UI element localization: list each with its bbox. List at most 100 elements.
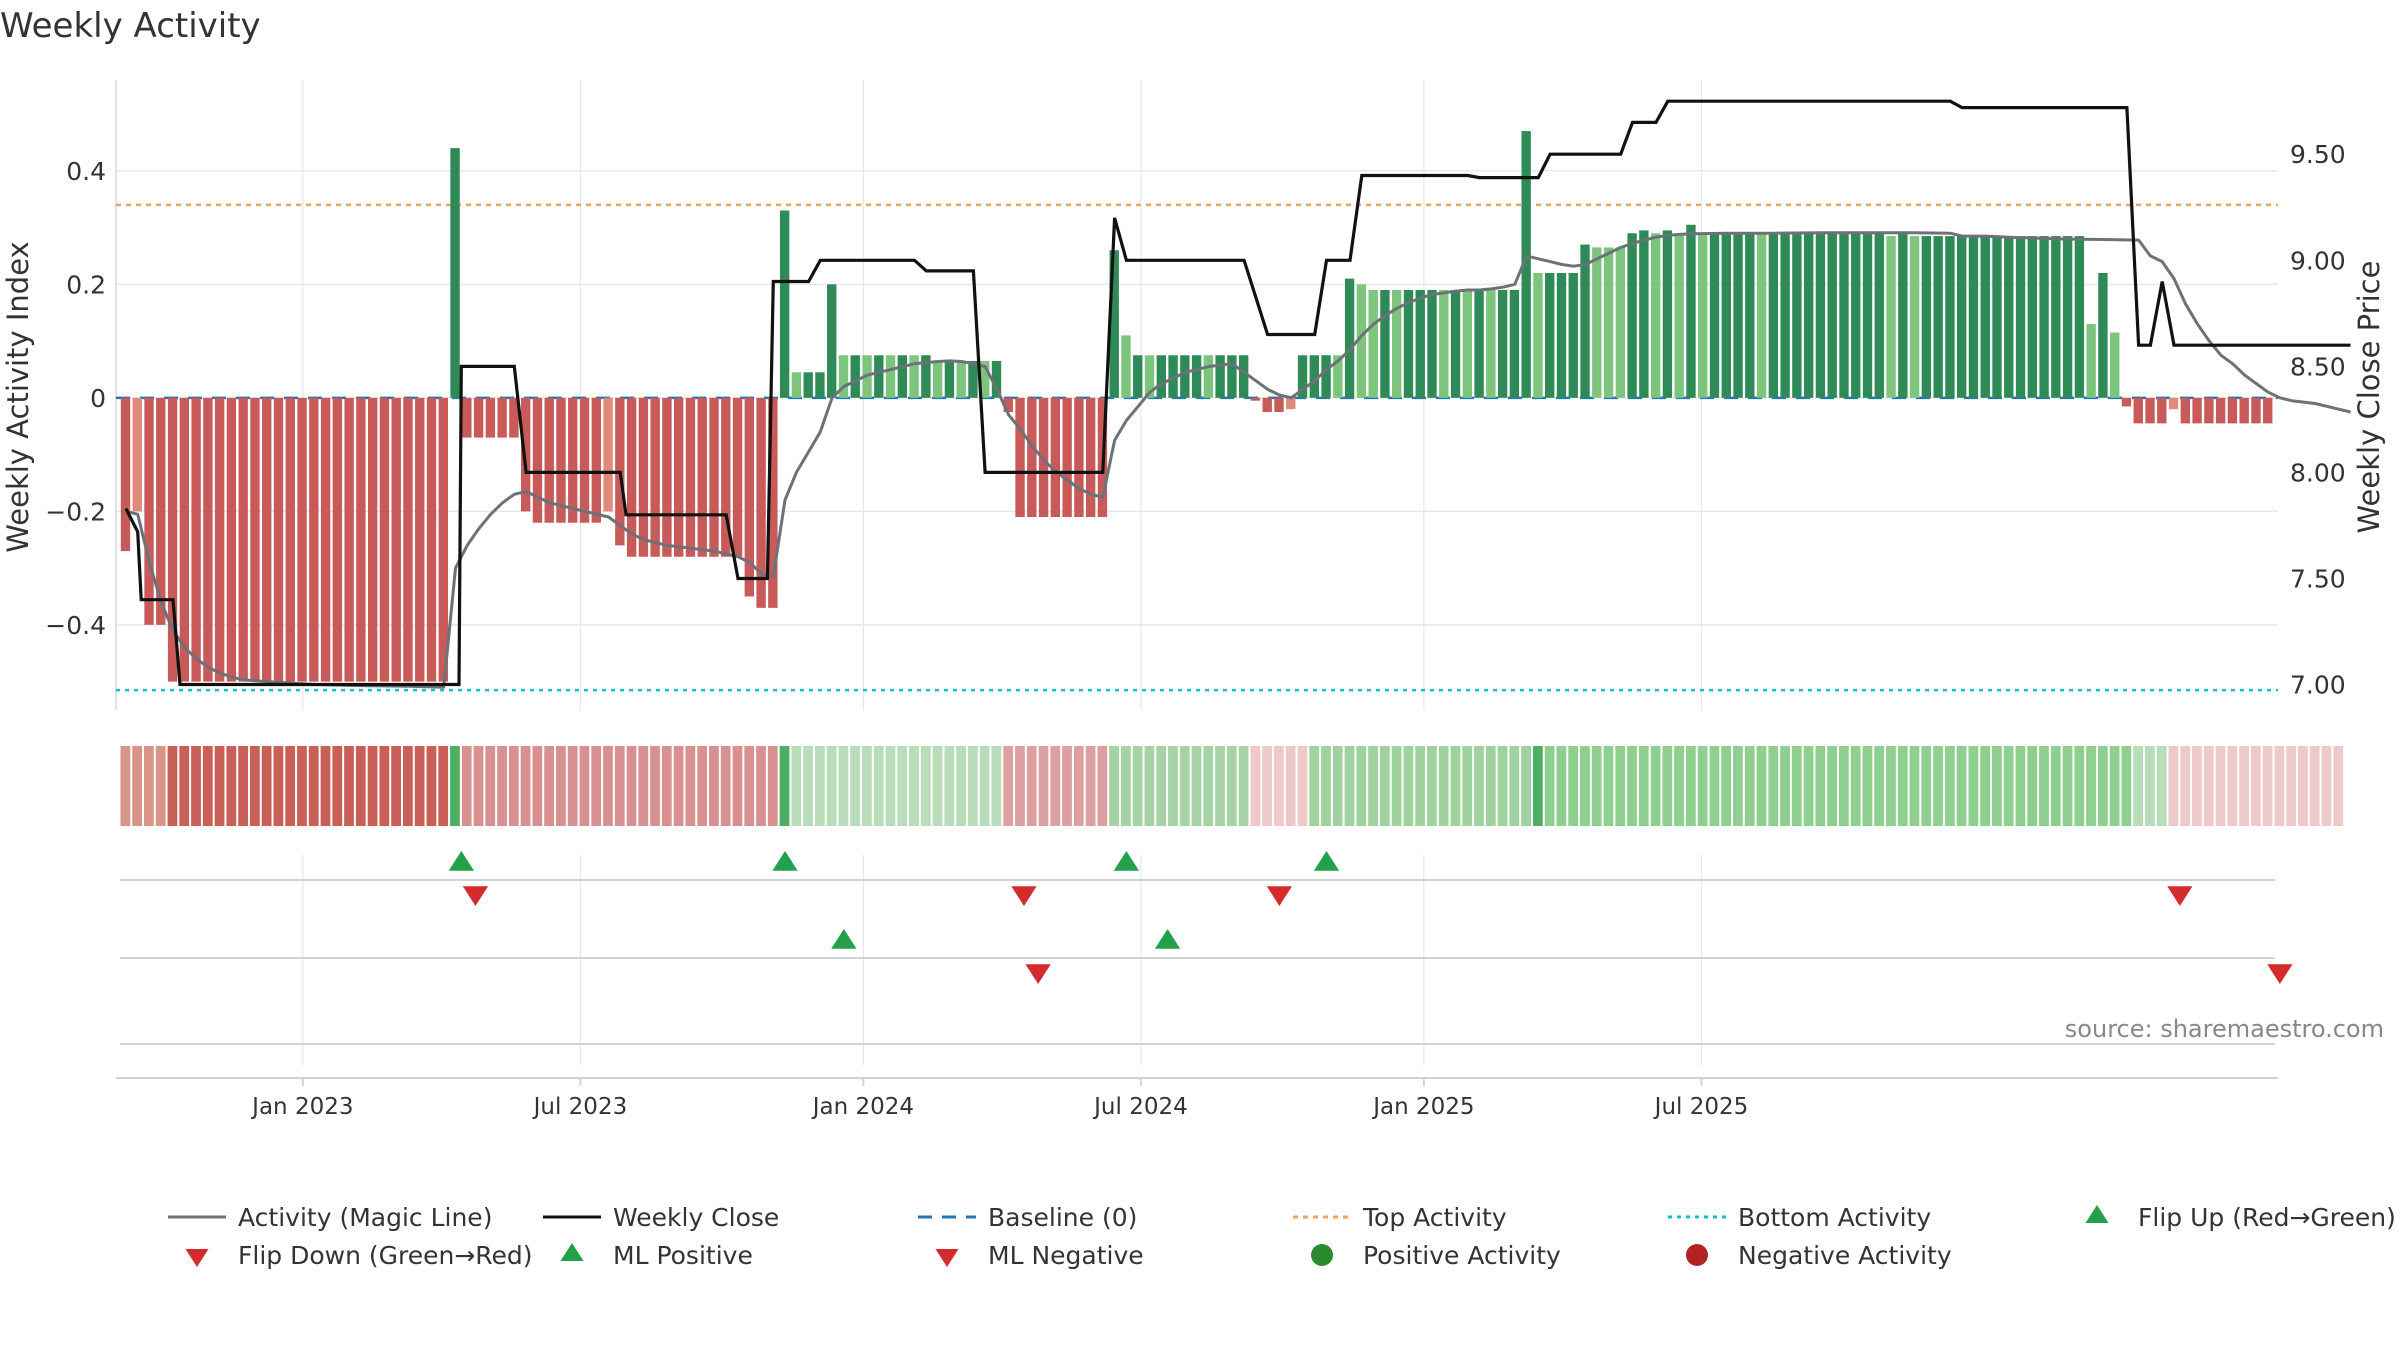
heat-strip-cell (979, 746, 990, 826)
activity-bar (1945, 236, 1955, 398)
heat-strip-cell (1238, 746, 1249, 826)
heat-strip-cell (1250, 746, 1261, 826)
activity-bar (497, 397, 507, 438)
activity-bar (1462, 290, 1473, 398)
legend-label-magic-line: Activity (Magic Line) (238, 1203, 492, 1232)
heat-strip-cell (1615, 746, 1626, 826)
activity-bar (991, 360, 1002, 398)
activity-bar (1156, 355, 1166, 398)
heat-strip-cell (873, 746, 884, 826)
ml-positive-marker (831, 929, 857, 949)
activity-bar (2180, 397, 2191, 424)
heat-strip-cell (1297, 746, 1308, 826)
activity-bar (1321, 355, 1331, 398)
heat-strip-cell (497, 746, 507, 826)
activity-bar (1415, 290, 1425, 398)
activity-bar (803, 372, 813, 398)
heat-strip-cell (1980, 746, 1991, 826)
activity-bar (1650, 233, 1661, 398)
activity-bar (1780, 233, 1790, 398)
heat-strip-cell (1685, 746, 1696, 826)
heat-strip-cell (1438, 746, 1449, 826)
activity-bar (226, 397, 237, 682)
activity-bar (921, 355, 931, 398)
heat-strip-cell (556, 746, 566, 826)
heat-strip-cell (1874, 746, 1885, 826)
heat-strip-cell (1650, 746, 1661, 826)
activity-bar (779, 210, 790, 398)
heat-strip-cell (697, 746, 708, 826)
heat-strip-cell (426, 746, 437, 826)
heat-strip-cell (261, 746, 272, 826)
heat-strip-cell (803, 746, 813, 826)
heat-strip-cell (226, 746, 237, 826)
heat-strip-cell (273, 746, 284, 826)
activity-bar (203, 397, 213, 682)
activity-bar (1827, 233, 1837, 398)
legend-swatch-flip-down (185, 1249, 209, 1267)
heat-strip-cell (1968, 746, 1979, 826)
legend-label-bottom-activity: Bottom Activity (1738, 1203, 1931, 1232)
activity-bar (1921, 236, 1932, 398)
heat-strip-cell (2309, 746, 2320, 826)
activity-bar (1792, 233, 1802, 398)
y-axis-label: Weekly Activity Index (1, 241, 35, 552)
activity-bar (2086, 324, 2096, 398)
activity-bar (1121, 335, 1131, 398)
activity-bar (2215, 397, 2226, 424)
heat-strip-cell (1921, 746, 1932, 826)
activity-bar (1756, 233, 1767, 398)
activity-bar (462, 397, 472, 438)
activity-bar (626, 397, 637, 557)
heat-strip-cell (1085, 746, 1096, 826)
activity-bar (1909, 236, 1920, 398)
heat-strip-cell (1026, 746, 1037, 826)
heat-strip-cell (473, 746, 484, 826)
heat-strip-cell (1944, 746, 1955, 826)
activity-bar (1851, 233, 1861, 398)
activity-bar (1368, 290, 1378, 398)
activity-bar (2098, 272, 2108, 398)
heat-strip-cell (1521, 746, 1531, 826)
heat-strip-cell (1332, 746, 1343, 826)
heat-strip-cell (285, 746, 296, 826)
activity-bar (297, 397, 307, 682)
activity-bar (2015, 236, 2026, 398)
activity-bar (744, 397, 755, 597)
activity-bar (1803, 233, 1814, 398)
activity-bar (1698, 233, 1708, 398)
heat-strip-cell (179, 746, 190, 826)
heat-strip-cell (932, 746, 943, 826)
heat-strip-cell (1179, 746, 1190, 826)
heat-strip-cell (885, 746, 896, 826)
heat-strip-cell (862, 746, 872, 826)
activity-bar (827, 284, 837, 398)
heat-strip-cell (1038, 746, 1049, 826)
legend-label-positive-activity: Positive Activity (1363, 1241, 1561, 1270)
heat-strip-cell (1909, 746, 1920, 826)
heat-strip-cell (520, 746, 531, 826)
heat-strip-cell (661, 746, 672, 826)
heat-strip-cell (1262, 746, 1273, 826)
heat-strip-cell (2074, 746, 2085, 826)
heat-strip-cell (1203, 746, 1214, 826)
heat-strip-cell (297, 746, 307, 826)
y-tick-label: 0.4 (66, 157, 106, 186)
heat-strip-cell (1120, 746, 1131, 826)
activity-bar (1980, 236, 1990, 398)
heat-strip-cell (1485, 746, 1496, 826)
activity-bar (544, 397, 554, 523)
activity-bar (509, 397, 519, 438)
activity-bar (344, 397, 354, 682)
activity-bar (2110, 332, 2120, 398)
y2-tick-label: 9.00 (2290, 246, 2346, 275)
heat-strip-cell (2121, 746, 2132, 826)
chart-title: Weekly Activity (0, 6, 261, 46)
x-tick-label: Jul 2023 (532, 1094, 628, 1120)
y-tick-label: −0.4 (45, 611, 106, 640)
activity-bar (1862, 233, 1873, 398)
activity-bar (262, 397, 272, 682)
activity-bar (1203, 355, 1214, 398)
activity-bar (238, 397, 248, 682)
